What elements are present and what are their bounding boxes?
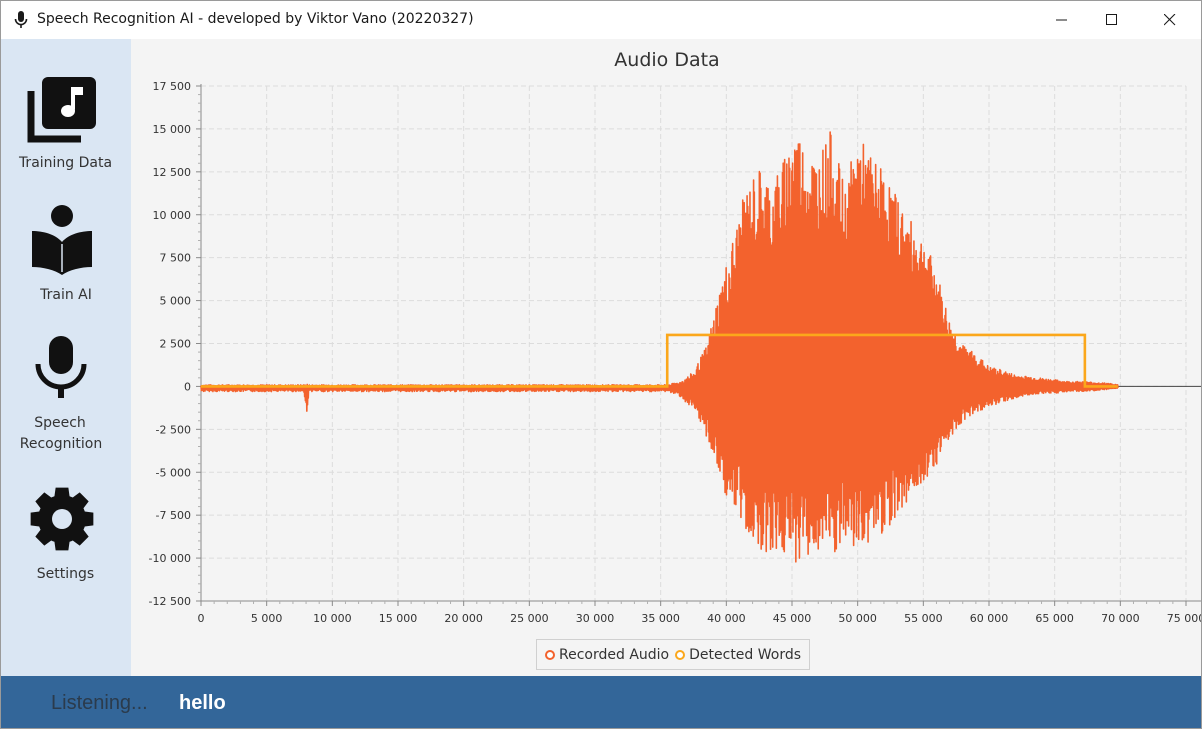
x-tick-label: 55 000: [904, 612, 943, 625]
sidebar-item-label: Train AI: [40, 287, 92, 303]
x-tick-label: 45 000: [773, 612, 812, 625]
sidebar-item-settings[interactable]: Settings: [1, 486, 131, 585]
series-detected-words: [201, 333, 1118, 388]
x-tick-label: 40 000: [707, 612, 746, 625]
legend-marker-detected-words: [675, 649, 686, 660]
y-tick-label: 7 500: [160, 252, 192, 265]
music-library-icon: [27, 77, 96, 143]
microphone-icon: [35, 336, 87, 398]
y-tick-label: 15 000: [153, 123, 192, 136]
x-tick-label: 65 000: [1035, 612, 1074, 625]
x-tick-label: 5 000: [251, 612, 283, 625]
y-tick-label: -7 500: [156, 509, 191, 522]
series-recorded-audio: [200, 131, 1119, 563]
legend-item-recorded-audio: Recorded Audio: [545, 647, 669, 663]
sidebar-item-training-data[interactable]: Training Data: [1, 73, 131, 174]
x-tick-label: 70 000: [1101, 612, 1140, 625]
chart-panel: 17 500 15 000 12 500 10 000 7 500 5 000 2 500 0…: [131, 39, 1202, 676]
x-tick-label: 25 000: [510, 612, 549, 625]
status-bar: Listening... hello: [1, 676, 1201, 728]
sidebar-item-label-line-2: Recognition: [19, 436, 103, 452]
close-button[interactable]: [1147, 1, 1193, 39]
sidebar: Training Data Train AI Speech Recognitio…: [1, 39, 131, 676]
y-tick-label: 17 500: [153, 80, 192, 93]
listening-status: Listening...: [51, 692, 148, 714]
x-tick-label: 50 000: [838, 612, 877, 625]
x-tick-label: 75 000: [1167, 612, 1202, 625]
y-tick-label: -10 000: [149, 552, 191, 565]
sidebar-item-label: Training Data: [18, 155, 113, 171]
chart-title: Audio Data: [614, 49, 720, 71]
y-tick-label: 5 000: [160, 295, 192, 308]
y-tick-label: -12 500: [149, 595, 191, 608]
gear-hole: [52, 509, 72, 529]
y-tick-label: 0: [184, 380, 191, 393]
y-tick-label: 12 500: [153, 166, 192, 179]
maximize-button[interactable]: [1089, 1, 1135, 39]
recognized-word: hello: [179, 692, 226, 714]
chart-legend: Recorded Audio Detected Words: [536, 639, 811, 670]
y-tick-label: -5 000: [156, 466, 191, 479]
legend-item-detected-words: Detected Words: [675, 647, 801, 663]
maximize-icon: [1106, 14, 1117, 25]
legend-marker-recorded-audio: [545, 649, 555, 660]
x-tick-label: 20 000: [444, 612, 483, 625]
close-icon: [1164, 14, 1176, 26]
sidebar-item-train-ai[interactable]: Train AI: [1, 204, 131, 306]
gear-icon: [30, 487, 94, 551]
x-tick-label: 30 000: [576, 612, 615, 625]
y-tick-label: 10 000: [153, 209, 192, 222]
x-tick-label: 10 000: [313, 612, 352, 625]
title-bar[interactable]: Speech Recognition AI - developed by Vik…: [1, 1, 1201, 39]
minimize-icon: [1056, 19, 1067, 21]
x-tick-label: 0: [198, 612, 205, 625]
sidebar-item-speech-recognition[interactable]: Speech Recognition: [1, 334, 131, 455]
audio-chart: 17 500 15 000 12 500 10 000 7 500 5 000 2 500 0…: [149, 80, 1202, 625]
minimize-button[interactable]: [1039, 1, 1085, 39]
x-tick-label: 15 000: [379, 612, 418, 625]
x-tick-label: 60 000: [970, 612, 1009, 625]
sidebar-item-label-line-1: Speech: [34, 415, 86, 431]
window-title: Speech Recognition AI - developed by Vik…: [37, 11, 474, 27]
y-tick-label: 2 500: [160, 338, 192, 351]
x-tick-label: 35 000: [641, 612, 680, 625]
y-tick-label: -2 500: [156, 423, 191, 436]
app-microphone-icon: [14, 11, 28, 28]
legend-label-recorded-audio: Recorded Audio: [559, 646, 670, 663]
reading-person-icon: [32, 205, 92, 275]
legend-label-detected-words: Detected Words: [689, 646, 802, 663]
sidebar-item-label: Settings: [36, 566, 95, 582]
